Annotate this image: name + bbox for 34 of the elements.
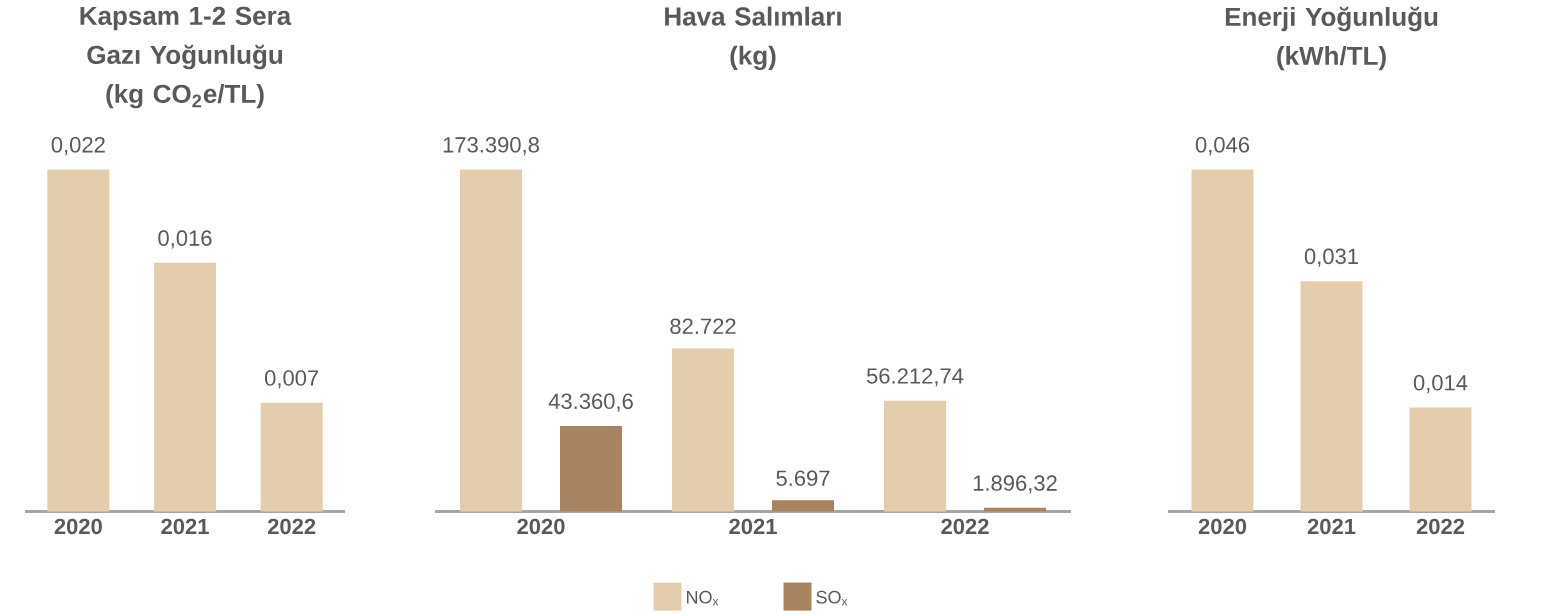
legend-label: SO$_{x}$ — [816, 591, 848, 606]
x-tick-label: 2021 — [729, 518, 777, 535]
x-tick-label: 2020 — [1198, 518, 1247, 535]
data-label: 0,031 — [1304, 248, 1358, 267]
chart-title: Hava Salımları — [665, 6, 841, 26]
data-label: 0,014 — [1413, 375, 1468, 394]
chart-subtitle: (kWh/TL) — [1277, 46, 1386, 71]
chart-title: Enerji Yoğunluğu — [1225, 6, 1438, 32]
data-label: 0,046 — [1195, 137, 1250, 156]
chart-subtitle: (kg CO$_{2}$e/TL) — [106, 84, 264, 109]
x-tick-label: 2022 — [941, 518, 989, 535]
chart-subtitle: (kg) — [730, 45, 776, 71]
data-label: 82.722 — [670, 318, 736, 335]
bar — [672, 348, 735, 512]
x-tick-label: 2020 — [517, 518, 565, 535]
bar — [460, 169, 523, 512]
data-label: 0,022 — [51, 137, 105, 156]
bar — [884, 400, 947, 512]
data-label: 5.697 — [776, 470, 830, 487]
data-label: 1.896,32 — [973, 475, 1057, 494]
x-tick-label: 2020 — [54, 518, 102, 535]
x-tick-label: 2022 — [1416, 518, 1465, 535]
bar — [772, 500, 835, 512]
data-label: 173.390,8 — [443, 137, 539, 156]
data-label: 43.360,6 — [548, 393, 633, 412]
bar — [560, 426, 623, 512]
x-tick-label: 2021 — [1307, 518, 1356, 535]
bar — [984, 508, 1047, 512]
data-label: 0,007 — [264, 370, 319, 389]
legend-label: NO$_{x}$ — [686, 591, 719, 606]
x-tick-label: 2021 — [161, 518, 209, 535]
data-label: 56.212,74 — [866, 368, 964, 387]
x-tick-label: 2022 — [267, 518, 316, 535]
data-label: 0,016 — [158, 230, 212, 249]
